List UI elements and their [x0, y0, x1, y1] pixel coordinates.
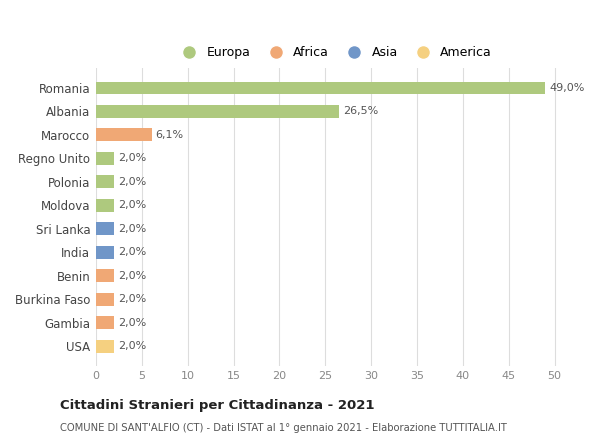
Text: 2,0%: 2,0% — [118, 271, 146, 281]
Bar — [96, 269, 114, 282]
Text: 2,0%: 2,0% — [118, 154, 146, 163]
Text: 49,0%: 49,0% — [549, 83, 584, 93]
Text: 26,5%: 26,5% — [343, 106, 378, 117]
Bar — [96, 246, 114, 259]
Text: Cittadini Stranieri per Cittadinanza - 2021: Cittadini Stranieri per Cittadinanza - 2… — [60, 399, 374, 412]
Bar — [96, 293, 114, 306]
Bar — [96, 152, 114, 165]
Bar — [96, 176, 114, 188]
Text: 2,0%: 2,0% — [118, 294, 146, 304]
Text: 2,0%: 2,0% — [118, 177, 146, 187]
Bar — [96, 81, 545, 95]
Text: 2,0%: 2,0% — [118, 200, 146, 210]
Text: COMUNE DI SANT'ALFIO (CT) - Dati ISTAT al 1° gennaio 2021 - Elaborazione TUTTITA: COMUNE DI SANT'ALFIO (CT) - Dati ISTAT a… — [60, 423, 507, 433]
Bar — [96, 340, 114, 352]
Text: 2,0%: 2,0% — [118, 341, 146, 351]
Text: 6,1%: 6,1% — [155, 130, 184, 140]
Legend: Europa, Africa, Asia, America: Europa, Africa, Asia, America — [172, 41, 497, 65]
Text: 2,0%: 2,0% — [118, 318, 146, 328]
Bar — [96, 222, 114, 235]
Bar — [96, 128, 152, 141]
Bar — [96, 199, 114, 212]
Text: 2,0%: 2,0% — [118, 224, 146, 234]
Bar — [96, 105, 339, 118]
Text: 2,0%: 2,0% — [118, 247, 146, 257]
Bar — [96, 316, 114, 329]
